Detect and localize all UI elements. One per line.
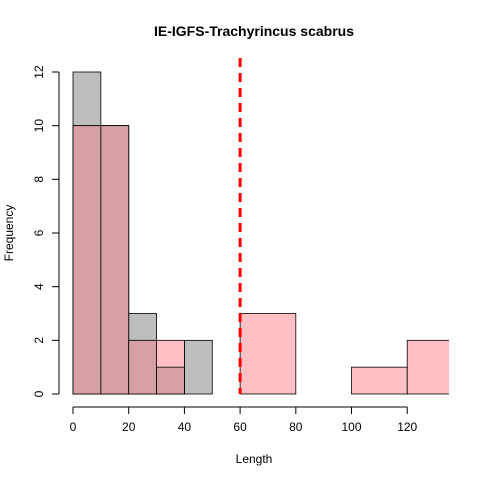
x-tick-label: 100 xyxy=(342,420,362,434)
x-tick-label: 40 xyxy=(178,420,192,434)
y-tick-label: 0 xyxy=(32,390,46,397)
overlap-bar xyxy=(100,125,130,395)
y-tick-label: 2 xyxy=(32,337,46,344)
x-axis: 0 20 40 60 80 100 120 xyxy=(70,406,418,434)
overlap-bar xyxy=(128,339,157,395)
overlap-bar xyxy=(72,125,102,395)
y-axis-label: Frequency xyxy=(2,205,16,262)
x-tick-label: 120 xyxy=(397,420,417,434)
y-axis: 0 2 4 6 8 10 12 xyxy=(32,65,60,397)
y-tick-label: 6 xyxy=(32,229,46,236)
histogram-bar xyxy=(406,339,449,395)
x-tick-label: 60 xyxy=(233,420,247,434)
overlap-bar xyxy=(156,366,185,395)
chart-title: IE-IGFS-Trachyrincus scabrus xyxy=(154,23,354,39)
histogram-bar xyxy=(239,313,297,395)
histogram-bar xyxy=(351,366,408,395)
y-tick-label: 10 xyxy=(32,119,46,133)
overlap-layer xyxy=(72,125,185,395)
x-tick-label: 20 xyxy=(122,420,136,434)
bars-layer xyxy=(72,71,449,395)
y-tick-label: 8 xyxy=(32,176,46,183)
x-tick-label: 0 xyxy=(70,420,77,434)
x-axis-label: Length xyxy=(236,452,273,466)
y-tick-label: 4 xyxy=(32,283,46,290)
x-tick-label: 80 xyxy=(289,420,303,434)
histogram-bar xyxy=(184,339,213,395)
y-tick-label: 12 xyxy=(32,65,46,79)
